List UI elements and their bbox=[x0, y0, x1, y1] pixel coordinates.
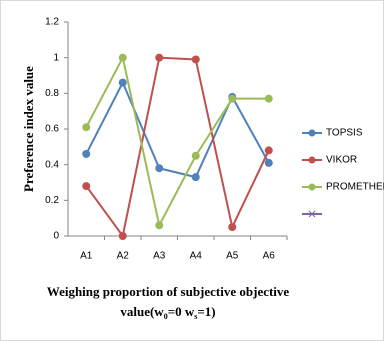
point bbox=[118, 53, 127, 62]
legend-label: TOPSIS bbox=[326, 128, 363, 139]
legend-label: VIKOR bbox=[326, 155, 357, 166]
x-tick-label: A3 bbox=[153, 251, 166, 262]
legend-marker bbox=[308, 183, 316, 191]
point bbox=[264, 146, 273, 155]
x-tick-label: A2 bbox=[117, 251, 130, 262]
x-axis-title-part: s bbox=[194, 312, 197, 321]
series-line bbox=[85, 54, 269, 229]
y-tick-label: 0.6 bbox=[45, 124, 59, 135]
y-tick-label: 1 bbox=[53, 52, 59, 63]
point bbox=[155, 221, 164, 230]
point bbox=[155, 164, 164, 173]
point bbox=[228, 223, 237, 232]
x-tick-label: A4 bbox=[190, 251, 203, 262]
point bbox=[118, 78, 127, 87]
point bbox=[191, 55, 200, 64]
x-axis-title: value(w0=0 ws=1) bbox=[120, 304, 215, 321]
y-tick-label: 0.2 bbox=[45, 195, 59, 206]
legend-marker bbox=[308, 210, 316, 218]
y-tick-label: 0.8 bbox=[45, 88, 59, 99]
y-tick-label: 1.2 bbox=[45, 17, 59, 28]
y-tick-label: 0 bbox=[53, 231, 59, 242]
x-axis-title: Weighing proportion of subjective object… bbox=[47, 284, 290, 299]
point bbox=[82, 123, 91, 132]
point bbox=[264, 94, 273, 103]
legend-marker bbox=[308, 129, 316, 137]
x-tick-label: A5 bbox=[226, 251, 239, 262]
x-axis-title-part: value(w bbox=[120, 304, 164, 319]
x-tick-label: A6 bbox=[263, 251, 276, 262]
y-tick-label: 0.4 bbox=[45, 159, 59, 170]
x-axis-title-part: 0 bbox=[164, 312, 168, 321]
legend-label: PROMETHEE bbox=[326, 182, 384, 193]
point bbox=[118, 232, 127, 240]
point bbox=[155, 53, 164, 62]
point bbox=[82, 149, 91, 158]
legend-marker bbox=[308, 156, 316, 164]
series-line bbox=[85, 56, 270, 239]
point bbox=[191, 151, 200, 160]
point bbox=[191, 173, 200, 182]
y-axis-title: Preference index value bbox=[21, 66, 36, 192]
x-axis-title-part: =0 w bbox=[168, 304, 195, 319]
x-tick-label: A1 bbox=[80, 251, 93, 262]
point bbox=[82, 182, 91, 191]
series-line bbox=[85, 80, 270, 179]
point bbox=[228, 94, 237, 103]
point bbox=[264, 158, 273, 167]
x-axis-title-part: =1) bbox=[197, 304, 215, 319]
